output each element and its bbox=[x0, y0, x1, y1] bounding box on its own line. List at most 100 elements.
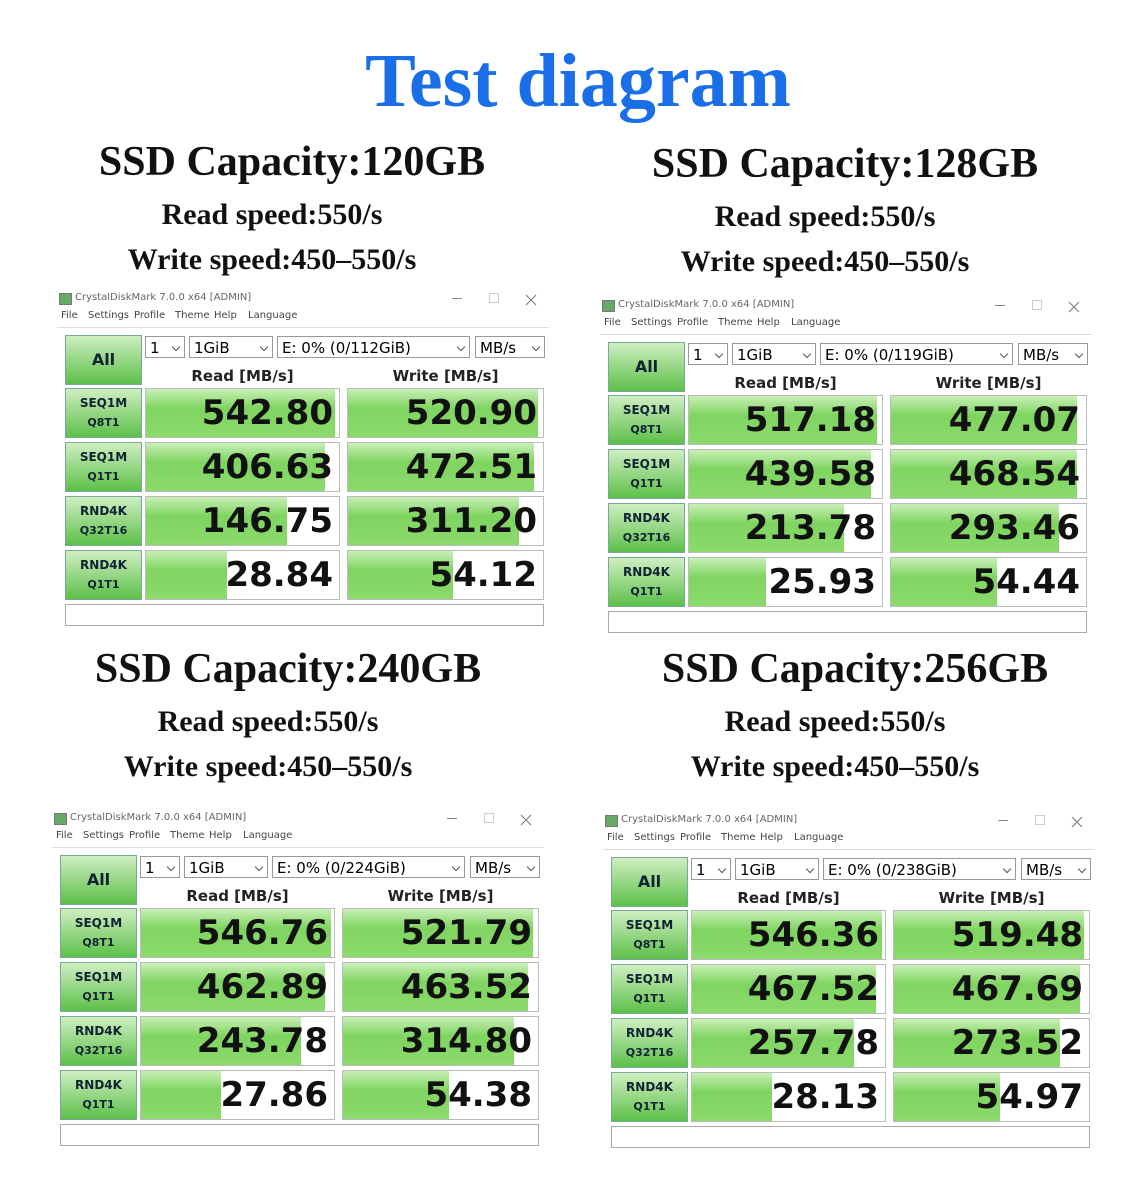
write-header: Write [MB/s] bbox=[938, 889, 1045, 907]
read-value: 406.63 bbox=[201, 447, 333, 487]
size-dropdown[interactable]: 1GiB bbox=[735, 858, 819, 880]
write-cell: 54.12 bbox=[347, 550, 544, 600]
menu-item[interactable]: Profile bbox=[129, 830, 161, 841]
close-button[interactable] bbox=[1071, 813, 1083, 828]
count-dropdown[interactable]: 1 bbox=[691, 858, 731, 880]
size-dropdown[interactable]: 1GiB bbox=[732, 343, 816, 365]
test-label: Q1T1 bbox=[87, 578, 120, 591]
write-cell: 54.97 bbox=[893, 1072, 1090, 1122]
test-label: Q32T16 bbox=[79, 524, 128, 537]
read-value: 462.89 bbox=[196, 967, 328, 1007]
menu-item[interactable]: Settings bbox=[631, 317, 673, 328]
test-label: Q1T1 bbox=[633, 1100, 666, 1113]
menu-item[interactable]: Language bbox=[794, 832, 844, 843]
maximize-button[interactable] bbox=[489, 293, 499, 303]
menu-item[interactable]: Settings bbox=[634, 832, 676, 843]
close-button[interactable] bbox=[525, 291, 537, 306]
menu-item[interactable]: Profile bbox=[134, 310, 166, 321]
maximize-button[interactable] bbox=[1032, 300, 1042, 310]
unit-dropdown[interactable]: MB/s bbox=[475, 336, 545, 358]
read-header: Read [MB/s] bbox=[191, 367, 294, 385]
minimize-button[interactable] bbox=[447, 810, 457, 819]
menu-item[interactable]: Theme bbox=[721, 832, 756, 843]
menu-item[interactable]: Profile bbox=[680, 832, 712, 843]
test-button[interactable]: RND4K Q32T16 bbox=[611, 1018, 688, 1068]
test-button[interactable]: RND4K Q1T1 bbox=[60, 1070, 137, 1120]
minimize-button[interactable] bbox=[452, 290, 462, 299]
minimize-button[interactable] bbox=[995, 297, 1005, 306]
close-icon bbox=[525, 294, 537, 306]
all-button[interactable]: All bbox=[608, 342, 685, 392]
comment-box bbox=[60, 1124, 539, 1146]
close-button[interactable] bbox=[1068, 298, 1080, 313]
write-bar bbox=[343, 909, 533, 957]
test-button[interactable]: SEQ1M Q1T1 bbox=[60, 962, 137, 1012]
drive-dropdown[interactable]: E: 0% (0/224GiB) bbox=[272, 856, 465, 878]
test-button[interactable]: RND4K Q32T16 bbox=[65, 496, 142, 546]
close-button[interactable] bbox=[520, 811, 532, 826]
maximize-button[interactable] bbox=[484, 813, 494, 823]
all-button[interactable]: All bbox=[611, 857, 688, 907]
maximize-button[interactable] bbox=[1035, 815, 1045, 825]
write-cell: 521.79 bbox=[342, 908, 539, 958]
all-button[interactable]: All bbox=[65, 335, 142, 385]
all-button[interactable]: All bbox=[60, 855, 137, 905]
menu-item[interactable]: Language bbox=[248, 310, 298, 321]
size-dropdown[interactable]: 1GiB bbox=[189, 336, 273, 358]
drive-dropdown[interactable]: E: 0% (0/238GiB) bbox=[823, 858, 1016, 880]
test-button[interactable]: SEQ1M Q8T1 bbox=[608, 395, 685, 445]
test-button[interactable]: SEQ1M Q8T1 bbox=[65, 388, 142, 438]
read-value: 439.58 bbox=[744, 454, 876, 494]
unit-dropdown[interactable]: MB/s bbox=[470, 856, 540, 878]
minimize-button[interactable] bbox=[998, 812, 1008, 821]
menu-item[interactable]: File bbox=[56, 830, 73, 841]
menu-item[interactable]: Settings bbox=[88, 310, 130, 321]
read-value: 213.78 bbox=[744, 508, 876, 548]
menu-item[interactable]: Help bbox=[757, 317, 780, 328]
menu-item[interactable]: Language bbox=[791, 317, 841, 328]
test-label: Q8T1 bbox=[633, 938, 666, 951]
menu-item[interactable]: Language bbox=[243, 830, 293, 841]
test-button[interactable]: RND4K Q32T16 bbox=[608, 503, 685, 553]
test-button[interactable]: SEQ1M Q1T1 bbox=[611, 964, 688, 1014]
test-button[interactable]: SEQ1M Q1T1 bbox=[608, 449, 685, 499]
unit-dropdown[interactable]: MB/s bbox=[1021, 858, 1091, 880]
menu-item[interactable]: Theme bbox=[175, 310, 210, 321]
test-label: SEQ1M bbox=[622, 457, 671, 471]
menu-item[interactable]: File bbox=[604, 317, 621, 328]
count-dropdown[interactable]: 1 bbox=[688, 343, 728, 365]
menu-item[interactable]: Theme bbox=[718, 317, 753, 328]
count-dropdown[interactable]: 1 bbox=[145, 336, 185, 358]
test-label: Q1T1 bbox=[630, 585, 663, 598]
menu-item[interactable]: Settings bbox=[83, 830, 125, 841]
count-dropdown[interactable]: 1 bbox=[140, 856, 180, 878]
menu-item[interactable]: Profile bbox=[677, 317, 709, 328]
drive-dropdown[interactable]: E: 0% (0/112GiB) bbox=[277, 336, 470, 358]
test-button[interactable]: SEQ1M Q1T1 bbox=[65, 442, 142, 492]
test-button[interactable]: SEQ1M Q8T1 bbox=[60, 908, 137, 958]
menu-item[interactable]: Help bbox=[214, 310, 237, 321]
test-button[interactable]: RND4K Q1T1 bbox=[608, 557, 685, 607]
unit-dropdown[interactable]: MB/s bbox=[1018, 343, 1088, 365]
read-cell: 146.75 bbox=[145, 496, 340, 546]
read-bar bbox=[141, 909, 331, 957]
write-value: 463.52 bbox=[400, 967, 532, 1007]
comment-box bbox=[65, 604, 544, 626]
test-button[interactable]: RND4K Q32T16 bbox=[60, 1016, 137, 1066]
menu-item[interactable]: Help bbox=[760, 832, 783, 843]
write-bar bbox=[894, 965, 1080, 1013]
write-bar bbox=[891, 396, 1078, 444]
drive-dropdown[interactable]: E: 0% (0/119GiB) bbox=[820, 343, 1013, 365]
read-bar bbox=[141, 1017, 301, 1065]
test-button[interactable]: SEQ1M Q8T1 bbox=[611, 910, 688, 960]
menu-item[interactable]: File bbox=[61, 310, 78, 321]
size-dropdown[interactable]: 1GiB bbox=[184, 856, 268, 878]
menu-item[interactable]: Help bbox=[209, 830, 232, 841]
menu-item[interactable]: File bbox=[607, 832, 624, 843]
write-bar bbox=[891, 504, 1060, 552]
read-value: 467.52 bbox=[747, 969, 879, 1009]
menu-item[interactable]: Theme bbox=[170, 830, 205, 841]
test-button[interactable]: RND4K Q1T1 bbox=[65, 550, 142, 600]
test-button[interactable]: RND4K Q1T1 bbox=[611, 1072, 688, 1122]
write-cell: 54.38 bbox=[342, 1070, 539, 1120]
